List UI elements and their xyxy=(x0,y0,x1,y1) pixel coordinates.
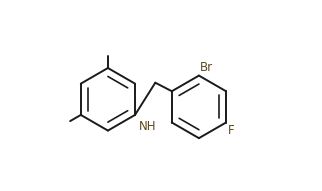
Text: Br: Br xyxy=(200,61,213,74)
Text: NH: NH xyxy=(138,120,156,133)
Text: F: F xyxy=(228,124,234,137)
